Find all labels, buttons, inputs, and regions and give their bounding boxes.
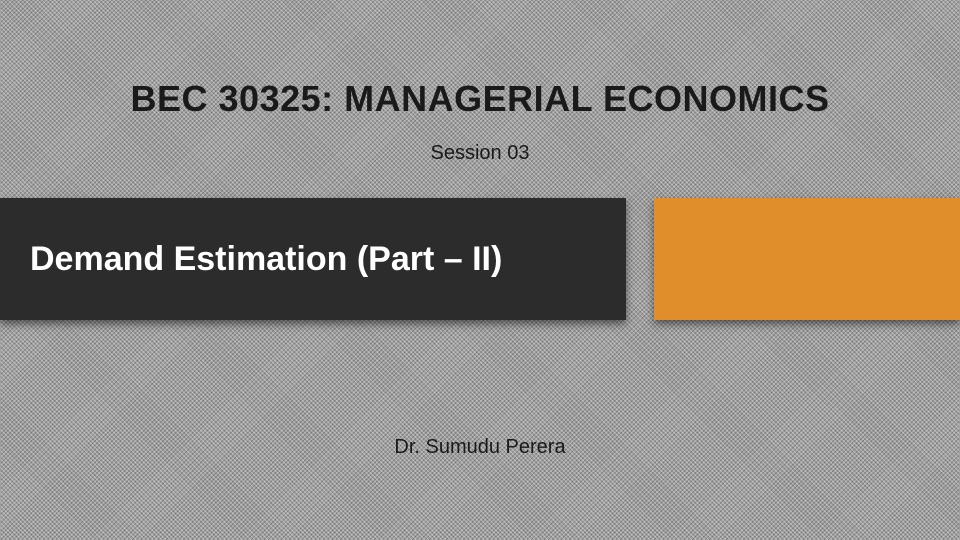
session-label: Session 03 (0, 142, 960, 165)
slide-container: BEC 30325: MANAGERIAL ECONOMICS Session … (0, 0, 960, 540)
topic-dark-bar: Demand Estimation (Part – II) (0, 198, 626, 320)
author-name: Dr. Sumudu Perera (0, 436, 960, 459)
accent-orange-block (654, 198, 960, 320)
course-title: BEC 30325: MANAGERIAL ECONOMICS (0, 78, 960, 120)
topic-title: Demand Estimation (Part – II) (30, 240, 502, 279)
title-band: Demand Estimation (Part – II) (0, 198, 960, 320)
